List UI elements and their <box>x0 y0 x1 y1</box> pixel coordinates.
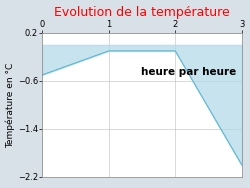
Y-axis label: Température en °C: Température en °C <box>6 62 15 148</box>
Title: Evolution de la température: Evolution de la température <box>54 6 230 19</box>
Text: heure par heure: heure par heure <box>141 67 236 77</box>
